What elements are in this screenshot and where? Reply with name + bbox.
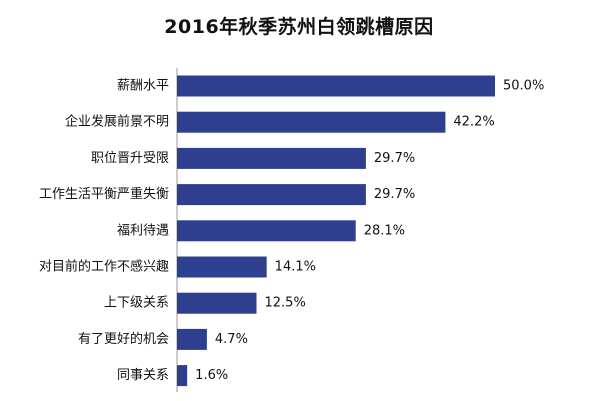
category-label: 职位晋升受限 <box>91 151 169 166</box>
value-label: 28.1% <box>364 223 405 238</box>
value-label: 14.1% <box>275 260 316 275</box>
bar <box>177 220 356 242</box>
category-label: 同事关系 <box>117 368 169 383</box>
value-label: 42.2% <box>453 115 494 130</box>
bar <box>177 111 446 133</box>
bar <box>177 292 257 314</box>
category-label: 上下级关系 <box>104 296 169 311</box>
category-label: 工作生活平衡严重失衡 <box>39 186 169 202</box>
value-label: 12.5% <box>265 296 306 311</box>
category-label: 福利待遇 <box>117 223 169 238</box>
chart-title: 2016年秋季苏州白领跳槽原因 <box>164 16 434 38</box>
category-label: 企业发展前景不明 <box>65 114 169 130</box>
value-label: 4.7% <box>215 332 248 347</box>
value-label: 29.7% <box>374 151 415 166</box>
bar <box>177 328 207 350</box>
bar <box>177 147 366 169</box>
bar <box>177 256 267 278</box>
value-label: 1.6% <box>195 368 228 383</box>
bar <box>177 365 188 387</box>
value-label: 50.0% <box>503 79 544 94</box>
category-label: 有了更好的机会 <box>78 331 169 347</box>
bar <box>177 75 495 97</box>
category-label: 对目前的工作不感兴趣 <box>39 259 169 275</box>
bars-group: 薪酬水平 50.0% 企业发展前景不明 42.2% 职位晋升受限 29.7% 工作生活平衡严… <box>39 75 544 387</box>
value-label: 29.7% <box>374 187 415 202</box>
bar <box>177 184 366 206</box>
category-label: 薪酬水平 <box>117 79 169 94</box>
